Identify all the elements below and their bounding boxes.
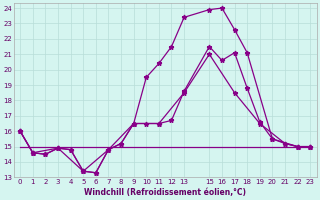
X-axis label: Windchill (Refroidissement éolien,°C): Windchill (Refroidissement éolien,°C) (84, 188, 246, 197)
